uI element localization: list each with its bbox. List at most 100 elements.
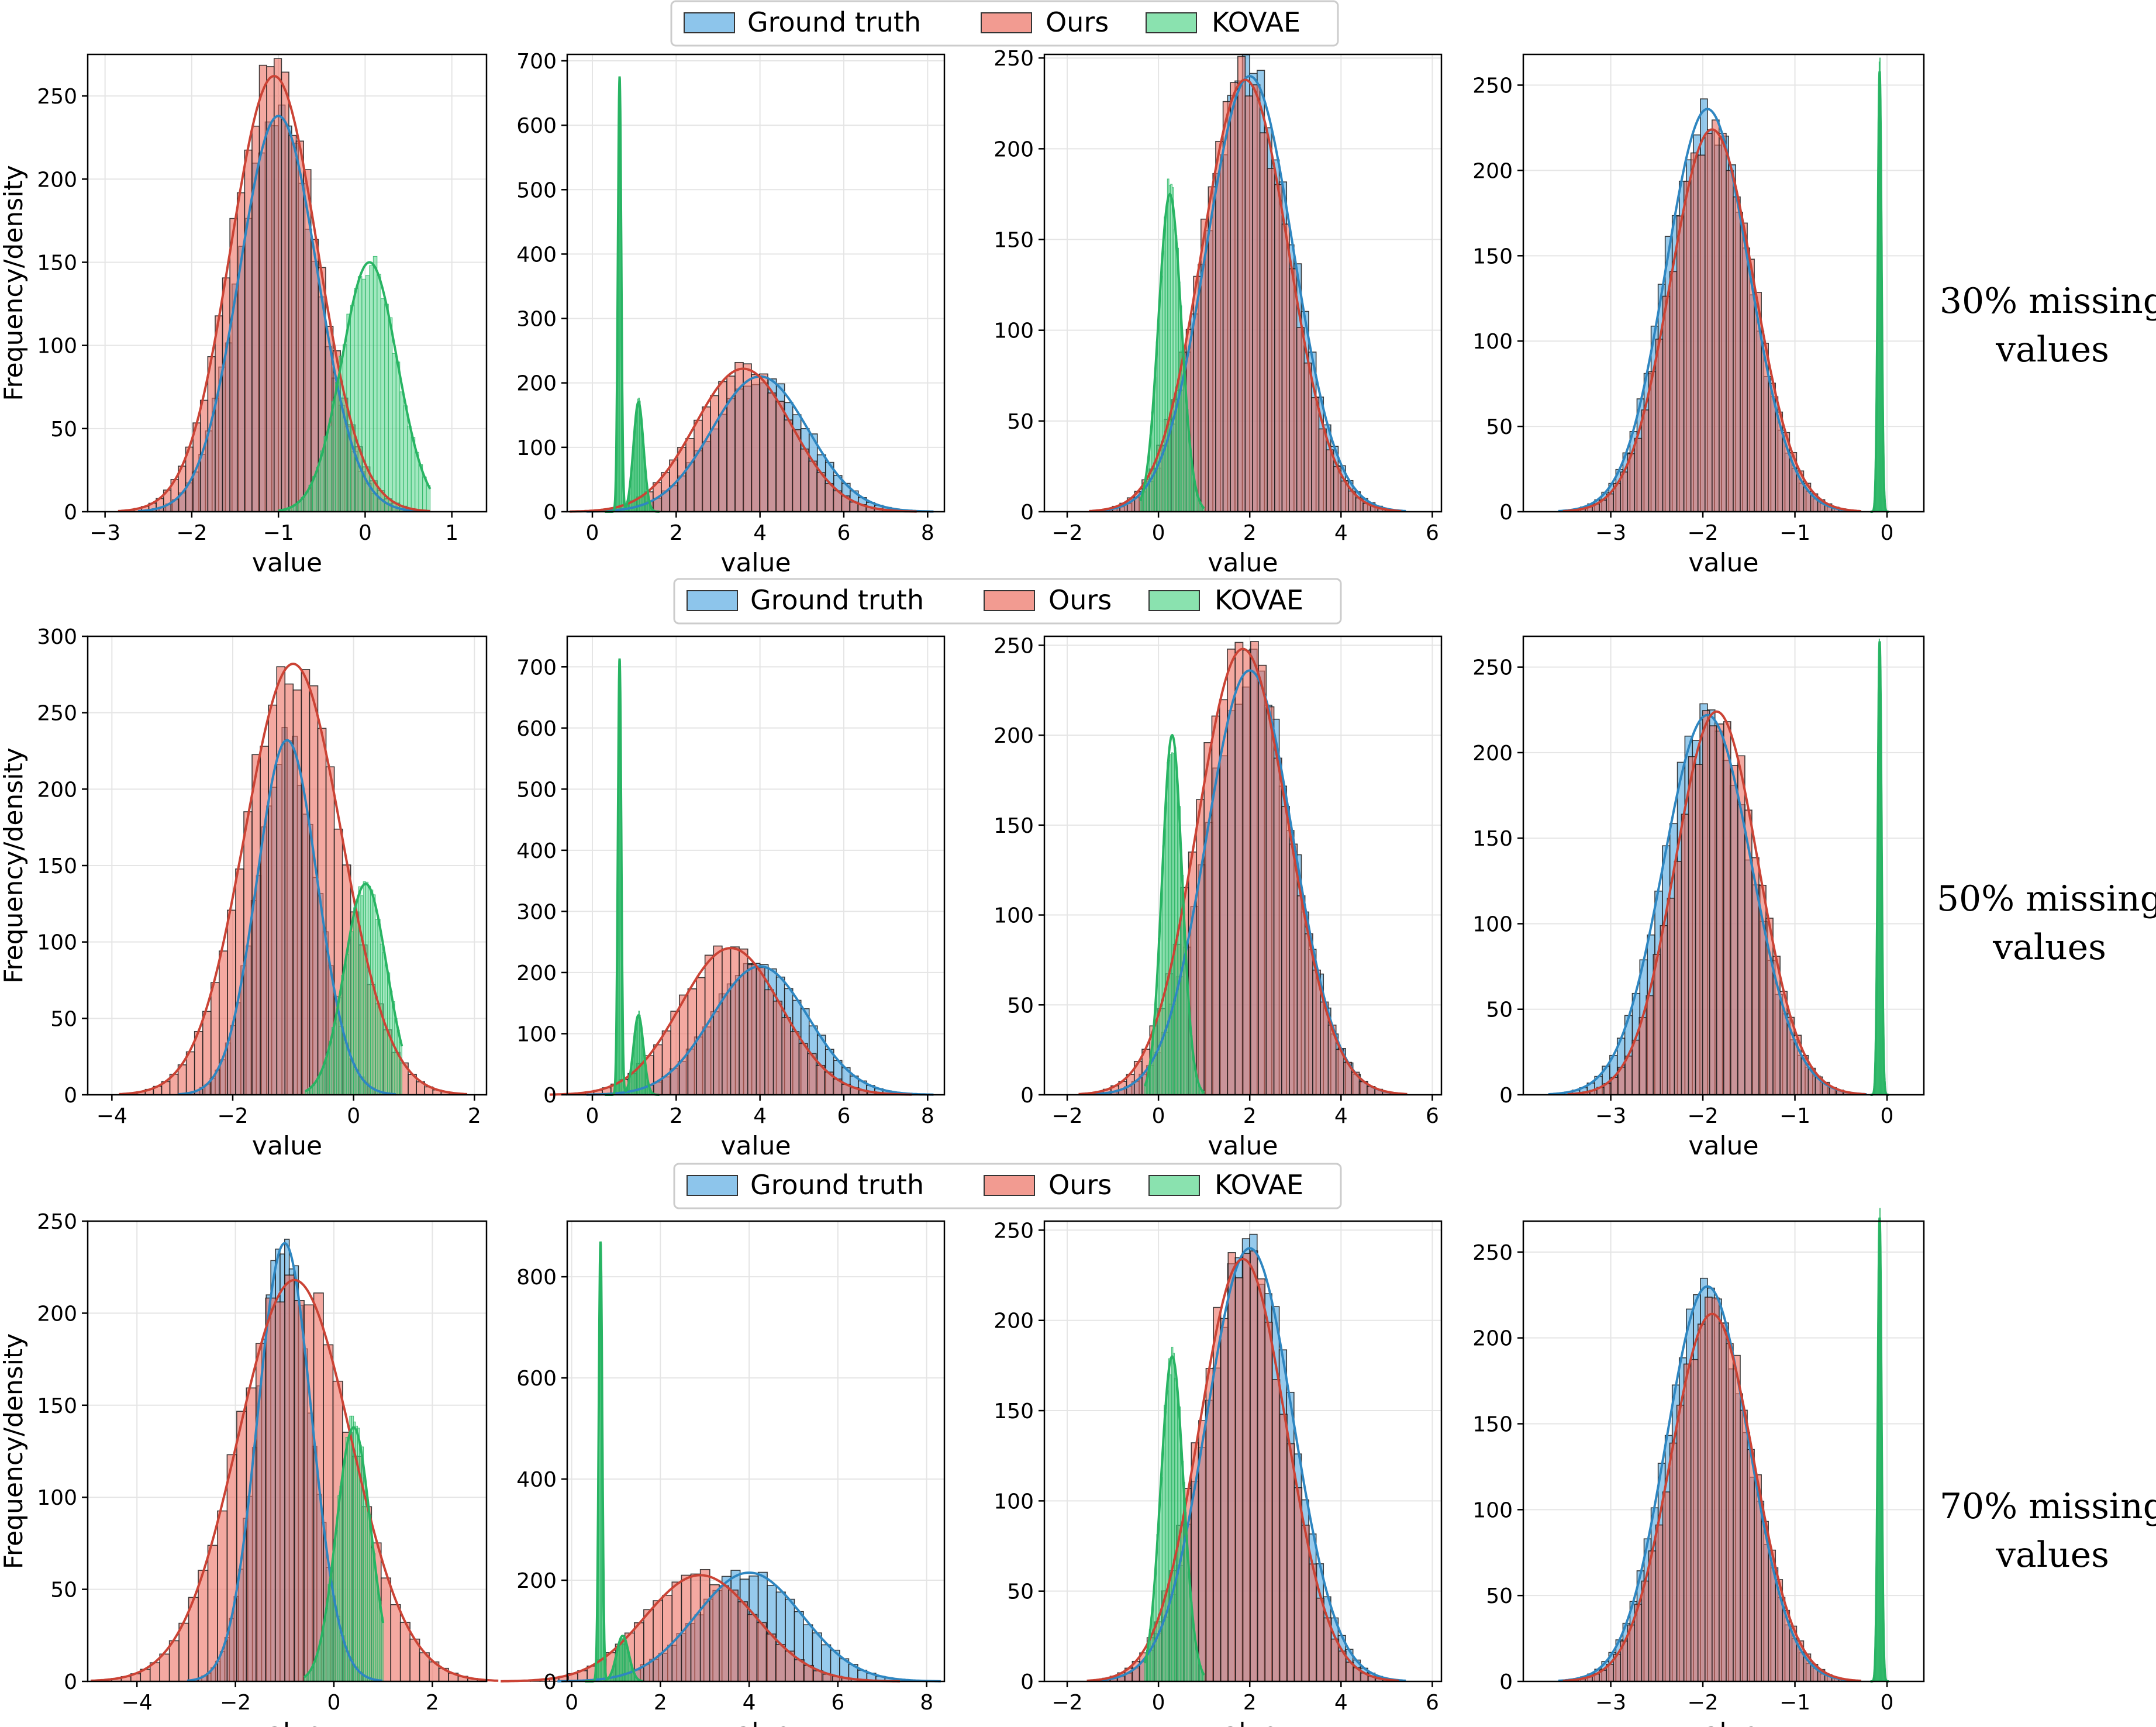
histogram-bar-ours	[1667, 898, 1675, 1095]
y-tick-label: 250	[1472, 74, 1513, 98]
histogram-bar-ours	[1690, 1359, 1699, 1682]
x-axis-label: value	[720, 548, 791, 578]
histogram-bar-ours	[1272, 1379, 1281, 1682]
x-tick-label: −2	[1688, 521, 1719, 545]
x-tick-label: −2	[1688, 1691, 1719, 1715]
x-tick-label: −3	[1595, 521, 1626, 545]
histogram-bar-ours	[229, 218, 238, 512]
x-tick-label: 0	[1881, 1691, 1894, 1715]
legend-label-ground-truth: Ground truth	[750, 1169, 924, 1201]
y-tick-label: 50	[1486, 1584, 1513, 1608]
histogram-bar-ours	[1695, 764, 1703, 1095]
x-tick-label: −3	[89, 521, 120, 545]
x-axis-label: value	[1688, 1131, 1758, 1161]
histogram-bar-ours	[790, 1031, 800, 1095]
kde-curve-ours	[1562, 1312, 1861, 1682]
histogram-bar-ours	[1274, 184, 1283, 512]
histogram-bar-ours	[765, 1633, 777, 1682]
y-tick-label: 200	[516, 1569, 557, 1593]
x-tick-label: −2	[1688, 1104, 1719, 1128]
kde-curve-kovae	[278, 261, 432, 512]
y-tick-label: 50	[1486, 998, 1513, 1022]
x-axis-label: value	[1208, 1131, 1278, 1161]
histogram-bar-ours	[808, 460, 817, 512]
histogram-bar-kovae	[370, 890, 374, 1095]
histogram-bar-ours	[1286, 1443, 1295, 1682]
histogram-bar-ours	[775, 401, 785, 512]
x-tick-label: −4	[122, 1691, 153, 1715]
kde-curve-ours	[1567, 710, 1866, 1095]
axes-frame	[87, 1220, 488, 1683]
y-tick-label: 0	[64, 501, 77, 525]
histogram-bar-ours	[1267, 168, 1275, 512]
y-tick-label: 200	[994, 724, 1034, 748]
histogram-bar-ours	[168, 1640, 180, 1682]
kde-curve-ground-truth	[178, 739, 396, 1096]
histogram-bar-ours	[1293, 1487, 1303, 1682]
row-label-70: 70% missing values	[1940, 1486, 2156, 1576]
kde-curve-ours	[119, 662, 468, 1095]
x-tick-label: −3	[1595, 1691, 1626, 1715]
x-tick-label: −2	[1051, 1691, 1082, 1715]
x-tick-label: 2	[1243, 1104, 1257, 1128]
kde-curve-ours	[1089, 78, 1402, 512]
y-tick-label: 100	[516, 1022, 557, 1046]
histogram-bar-kovae	[354, 288, 358, 512]
kde-curve-ground-truth	[187, 1242, 382, 1682]
histogram-bar-ours	[772, 1001, 783, 1095]
histogram-bar-ours	[1257, 1278, 1266, 1682]
histogram-bar-ours	[1244, 95, 1253, 512]
y-tick-label: 400	[516, 1468, 557, 1492]
histogram-bar-kovae	[372, 256, 378, 512]
legend-swatch-ours	[981, 12, 1032, 33]
histogram-bar-kovae	[326, 1052, 330, 1095]
histogram-bar-kovae	[381, 1616, 384, 1682]
histogram-bar-ours	[633, 1622, 644, 1682]
histogram-bar-kovae	[371, 1548, 374, 1682]
histogram-bar-ours	[1702, 710, 1710, 1095]
histogram-bar-ours	[1641, 409, 1650, 512]
y-tick-label: 150	[1472, 1413, 1513, 1437]
histogram-bar-kovae	[403, 405, 408, 512]
y-tick-label: 100	[516, 436, 557, 460]
histogram-bar-ours	[643, 1609, 654, 1682]
histogram-bar-kovae	[334, 382, 340, 512]
histogram-bar-ours	[1648, 1550, 1657, 1682]
legend-label-ground-truth: Ground truth	[750, 584, 924, 616]
histogram-bar-ours	[281, 71, 289, 512]
histogram-bar-ours	[222, 277, 230, 512]
legend-swatch-kovae	[1148, 590, 1200, 611]
histogram-bar-ours	[1235, 1277, 1244, 1682]
legend-swatch-ours	[984, 1175, 1035, 1196]
histogram-bar-ours	[751, 374, 760, 512]
histogram-bar-ours	[800, 448, 809, 512]
histogram-bar-ours	[1669, 1442, 1678, 1682]
histogram-bar-ours	[1237, 56, 1246, 512]
histogram-bar-kovae	[395, 361, 401, 512]
y-tick-label: 200	[516, 961, 557, 985]
x-tick-label: 4	[753, 1104, 767, 1128]
y-tick-label: 0	[543, 1670, 557, 1694]
histogram-bar-ours	[1712, 119, 1720, 512]
legend-label-ours: Ours	[1048, 1169, 1112, 1201]
histogram-bar-ours	[756, 1622, 767, 1682]
y-tick-label: 150	[1472, 827, 1513, 851]
y-tick-label: 100	[1472, 1498, 1513, 1522]
y-tick-label: 600	[516, 1367, 557, 1391]
y-tick-label: 0	[1499, 501, 1513, 525]
histogram-bar-ours	[1273, 757, 1282, 1095]
x-tick-label: −1	[1779, 1104, 1810, 1128]
histogram-bar-ours	[251, 754, 261, 1095]
y-tick-label: 150	[37, 251, 77, 275]
y-tick-label: 400	[516, 839, 557, 863]
x-tick-label: 4	[1334, 521, 1348, 545]
x-tick-label: −2	[220, 1691, 251, 1715]
x-tick-label: 0	[586, 1104, 599, 1128]
histogram-bar-ours	[1662, 1491, 1671, 1682]
y-tick-label: 0	[543, 501, 557, 525]
kde-curve-kovae	[605, 76, 660, 513]
y-tick-label: 150	[994, 229, 1034, 253]
histogram-bar-ours	[1704, 1297, 1713, 1682]
axes-frame	[566, 53, 946, 513]
histogram-bar-ours	[671, 1581, 682, 1682]
